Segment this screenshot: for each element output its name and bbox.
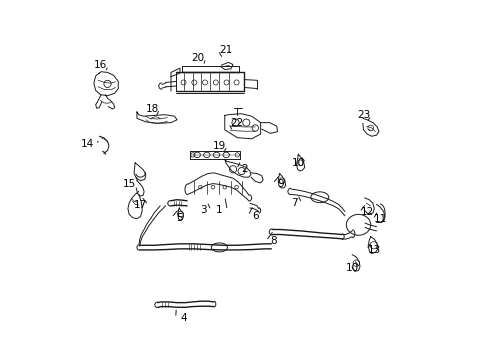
- Text: 23: 23: [356, 111, 369, 121]
- Text: 16: 16: [94, 60, 107, 70]
- Text: 22: 22: [229, 118, 243, 128]
- Text: 11: 11: [373, 215, 386, 224]
- Text: 10: 10: [291, 158, 304, 168]
- Text: 9: 9: [277, 179, 283, 189]
- Text: 17: 17: [134, 200, 147, 210]
- Text: 2: 2: [241, 164, 247, 174]
- Text: 5: 5: [176, 213, 182, 222]
- Text: 4: 4: [180, 313, 186, 323]
- Text: 3: 3: [200, 206, 206, 216]
- Text: 1: 1: [216, 206, 222, 216]
- Text: 19: 19: [212, 141, 225, 151]
- Text: 18: 18: [145, 104, 158, 114]
- Text: 15: 15: [123, 179, 136, 189]
- Text: 10: 10: [345, 263, 358, 273]
- Text: 12: 12: [360, 207, 373, 217]
- Text: 13: 13: [367, 245, 380, 255]
- Text: 6: 6: [252, 211, 259, 221]
- Text: 7: 7: [290, 198, 297, 208]
- Text: 21: 21: [219, 45, 232, 55]
- Text: 20: 20: [191, 53, 204, 63]
- Text: 14: 14: [81, 139, 94, 149]
- Text: 8: 8: [270, 236, 277, 246]
